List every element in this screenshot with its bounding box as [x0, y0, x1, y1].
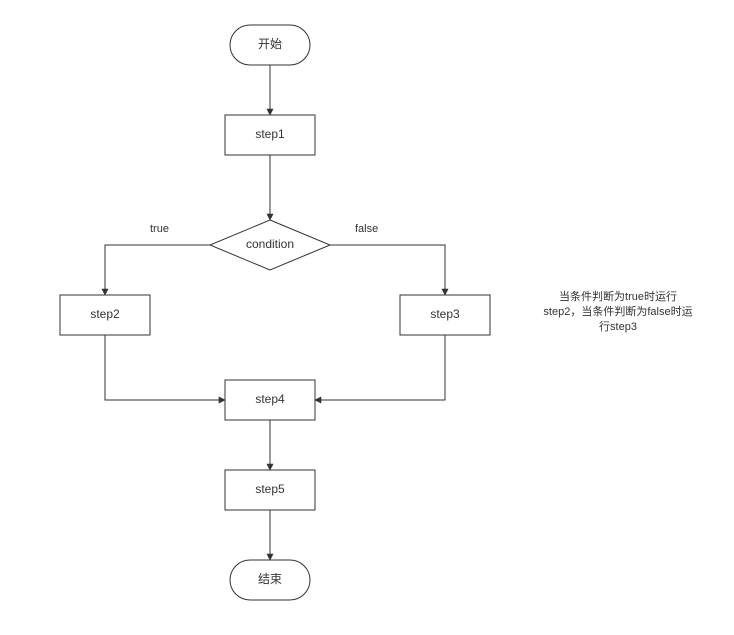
node-step3: step3 [400, 295, 490, 335]
node-step2: step2 [60, 295, 150, 335]
edge-step2-step4 [105, 335, 225, 400]
edge-step3-step4 [315, 335, 445, 400]
annotation: 当条件判断为true时运行step2，当条件判断为false时运行step3 [543, 289, 692, 333]
node-step5: step5 [225, 470, 315, 510]
node-label-step3: step3 [430, 307, 460, 321]
node-label-step5: step5 [255, 482, 285, 496]
annotation-line-2: 行step3 [599, 320, 637, 333]
node-condition: condition [210, 220, 330, 270]
node-label-condition: condition [246, 237, 294, 251]
edge-condition-step2 [105, 245, 210, 295]
node-start: 开始 [230, 25, 310, 65]
edge-condition-step3 [330, 245, 445, 295]
node-step4: step4 [225, 380, 315, 420]
annotation-line-0: 当条件判断为true时运行 [559, 289, 677, 303]
node-label-step1: step1 [255, 127, 285, 141]
flowchart-canvas: true false 开始 step1 condition step2 step3 step4… [0, 0, 734, 635]
node-label-step4: step4 [255, 392, 285, 406]
edge-label-true: true [150, 223, 169, 235]
node-label-end: 结束 [258, 572, 282, 586]
node-label-step2: step2 [90, 307, 120, 321]
node-label-start: 开始 [258, 37, 282, 51]
node-end: 结束 [230, 560, 310, 600]
node-step1: step1 [225, 115, 315, 155]
annotation-line-1: step2，当条件判断为false时运 [543, 304, 692, 318]
edge-label-false: false [355, 223, 378, 235]
